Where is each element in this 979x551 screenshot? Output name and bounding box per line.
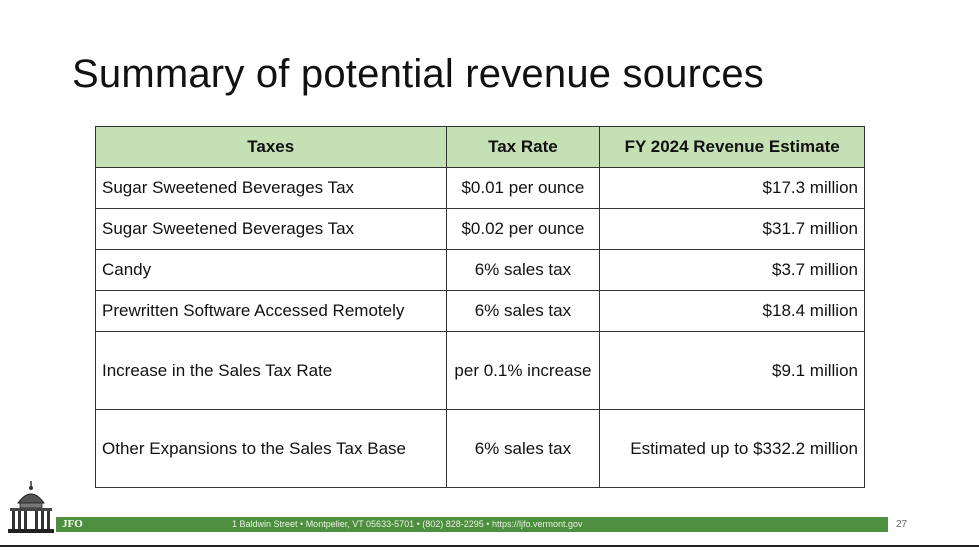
header-revenue-estimate: FY 2024 Revenue Estimate	[599, 126, 865, 168]
tax-rate: $0.01 per ounce	[445, 167, 601, 209]
header-tax-rate: Tax Rate	[445, 126, 601, 168]
table-row: Sugar Sweetened Beverages Tax $0.02 per …	[95, 208, 865, 250]
table-row: Increase in the Sales Tax Rate per 0.1% …	[95, 331, 865, 410]
tax-rate: 6% sales tax	[445, 409, 601, 488]
tax-rate: 6% sales tax	[445, 290, 601, 332]
footer-bar	[56, 517, 888, 532]
footer-address: 1 Baldwin Street • Montpelier, VT 05633-…	[232, 519, 583, 529]
revenue-estimate: $3.7 million	[599, 249, 865, 291]
bottom-rule	[0, 545, 979, 547]
tax-name: Prewritten Software Accessed Remotely	[95, 290, 447, 332]
tax-name: Increase in the Sales Tax Rate	[95, 331, 447, 410]
table-header-row: Taxes Tax Rate FY 2024 Revenue Estimate	[95, 126, 865, 168]
tax-name: Sugar Sweetened Beverages Tax	[95, 167, 447, 209]
tax-name: Candy	[95, 249, 447, 291]
org-name: JFO	[62, 518, 83, 530]
revenue-estimate: $9.1 million	[599, 331, 865, 410]
revenue-table: Taxes Tax Rate FY 2024 Revenue Estimate …	[95, 126, 865, 488]
table-row: Other Expansions to the Sales Tax Base 6…	[95, 409, 865, 488]
table-row: Sugar Sweetened Beverages Tax $0.01 per …	[95, 167, 865, 209]
revenue-estimate: $18.4 million	[599, 290, 865, 332]
revenue-estimate: $17.3 million	[599, 167, 865, 209]
state-house-dome-icon	[8, 481, 54, 533]
tax-rate: 6% sales tax	[445, 249, 601, 291]
tax-name: Other Expansions to the Sales Tax Base	[95, 409, 447, 488]
table-row: Prewritten Software Accessed Remotely 6%…	[95, 290, 865, 332]
table-row: Candy 6% sales tax $3.7 million	[95, 249, 865, 291]
slide-title: Summary of potential revenue sources	[72, 52, 764, 96]
tax-rate: $0.02 per ounce	[445, 208, 601, 250]
tax-name: Sugar Sweetened Beverages Tax	[95, 208, 447, 250]
revenue-estimate: Estimated up to $332.2 million	[599, 409, 865, 488]
header-taxes: Taxes	[95, 126, 447, 168]
revenue-estimate: $31.7 million	[599, 208, 865, 250]
tax-rate: per 0.1% increase	[445, 331, 601, 410]
page-number: 27	[896, 519, 908, 530]
